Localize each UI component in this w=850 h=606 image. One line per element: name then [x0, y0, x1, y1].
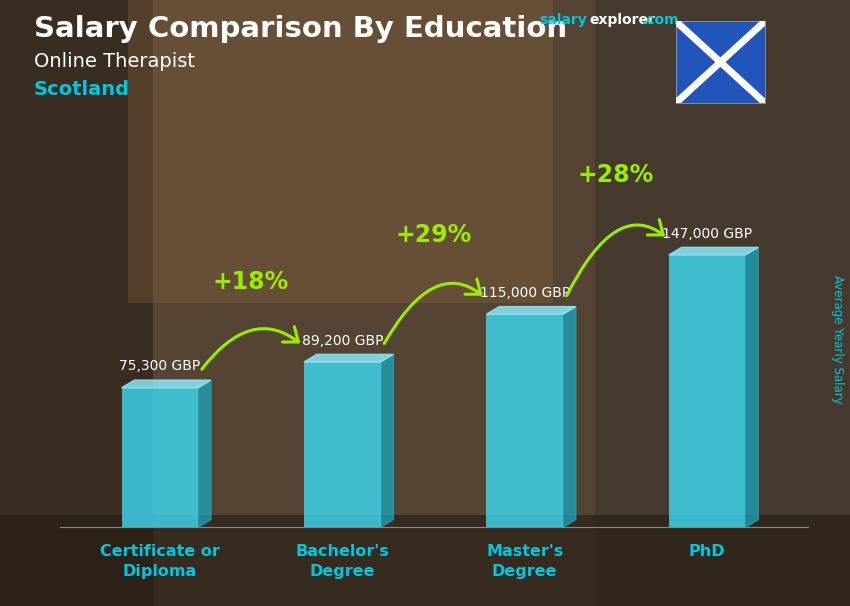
Text: Scotland: Scotland — [34, 80, 130, 99]
FancyArrowPatch shape — [384, 279, 481, 344]
Bar — [486, 315, 563, 527]
Bar — [0, 515, 850, 606]
Text: salary: salary — [540, 13, 587, 27]
Bar — [304, 362, 381, 527]
Text: Average Yearly Salary: Average Yearly Salary — [830, 275, 844, 404]
Bar — [122, 388, 198, 527]
Text: 115,000 GBP: 115,000 GBP — [479, 286, 570, 300]
Text: .com: .com — [642, 13, 679, 27]
Text: Online Therapist: Online Therapist — [34, 52, 195, 70]
FancyArrowPatch shape — [567, 219, 663, 296]
Text: 75,300 GBP: 75,300 GBP — [119, 359, 201, 373]
Text: explorer: explorer — [589, 13, 654, 27]
Text: +28%: +28% — [578, 164, 654, 187]
FancyArrowPatch shape — [201, 327, 298, 369]
Polygon shape — [304, 355, 394, 362]
Bar — [595, 0, 850, 606]
Polygon shape — [122, 380, 211, 388]
Polygon shape — [563, 307, 575, 527]
Polygon shape — [745, 247, 758, 527]
Text: +29%: +29% — [395, 223, 472, 247]
Bar — [128, 0, 552, 303]
Text: Salary Comparison By Education: Salary Comparison By Education — [34, 15, 567, 43]
Bar — [0, 0, 153, 606]
Text: 89,200 GBP: 89,200 GBP — [302, 333, 383, 348]
Polygon shape — [486, 307, 575, 315]
Text: +18%: +18% — [213, 270, 289, 295]
Polygon shape — [669, 247, 758, 255]
Polygon shape — [381, 355, 394, 527]
Text: 147,000 GBP: 147,000 GBP — [662, 227, 752, 241]
Bar — [669, 255, 745, 527]
Polygon shape — [198, 380, 211, 527]
